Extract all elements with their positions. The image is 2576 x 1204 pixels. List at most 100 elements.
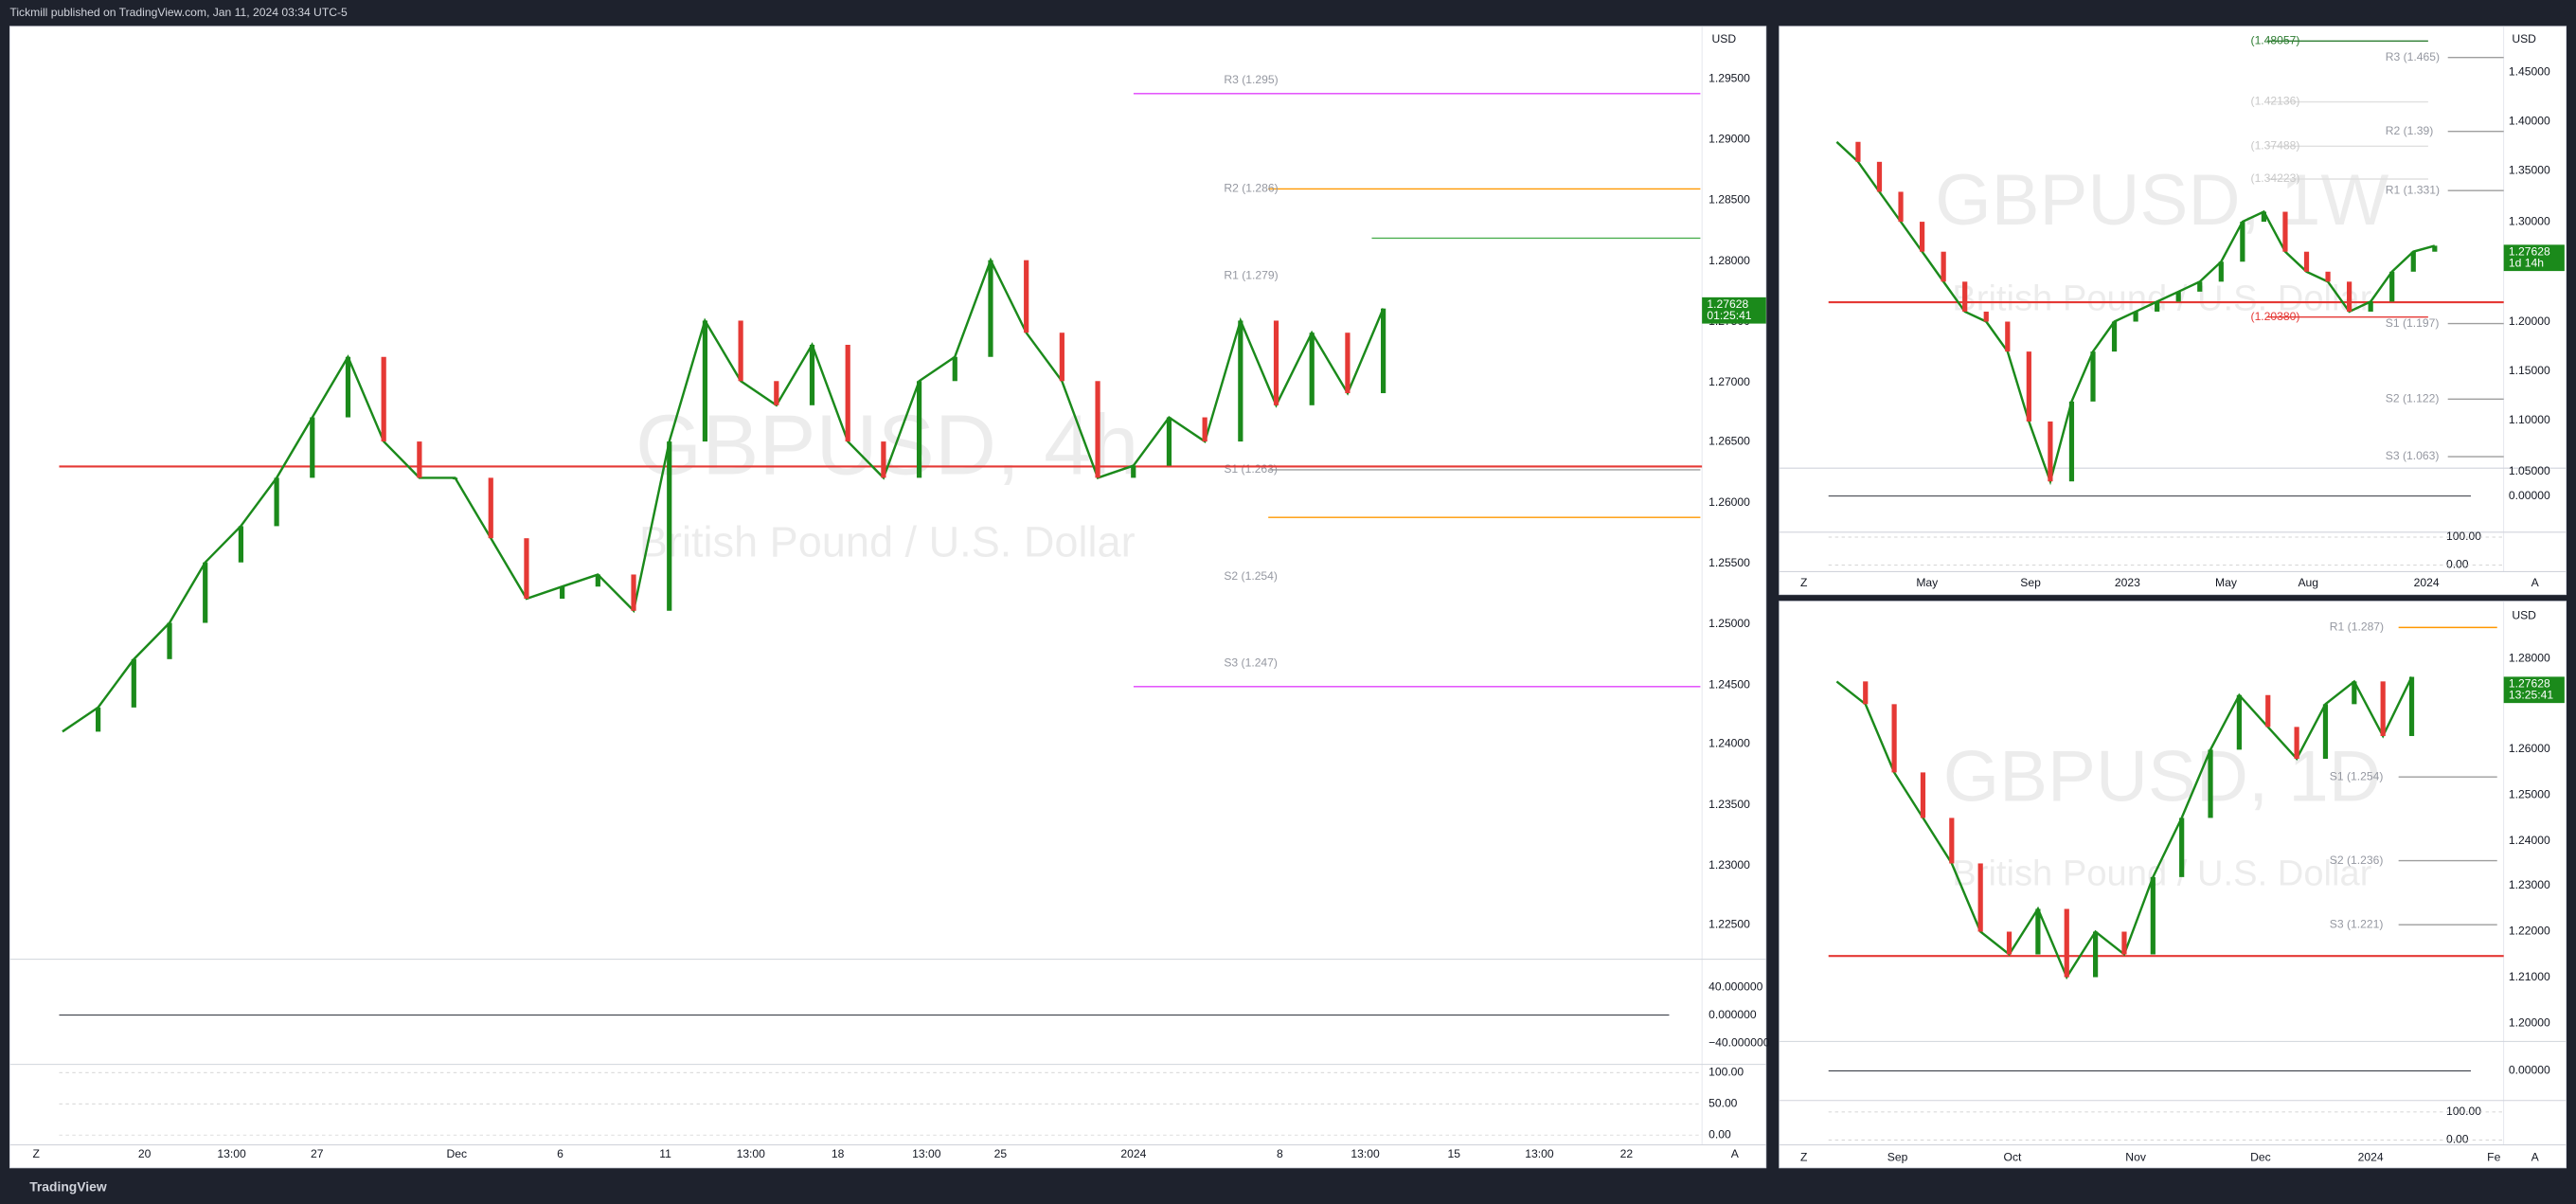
stochastic-axis-label: 100.00	[2446, 1105, 2481, 1118]
tradingview-logo[interactable]: TradingView	[29, 1178, 107, 1194]
time-axis-label: 25	[994, 1147, 1008, 1160]
candle	[1166, 417, 1172, 466]
axis-button[interactable]: Z	[1800, 576, 1808, 589]
price-axis-label: 1.23000	[1708, 858, 1750, 872]
candle	[167, 622, 172, 659]
price-axis-label: 1.27000	[1708, 375, 1750, 388]
candle	[1919, 222, 1925, 252]
pivot-label: S3 (1.221)	[2330, 917, 2384, 930]
pivot-label: S3 (1.247)	[1224, 656, 1278, 670]
time-axis-label: 13:00	[912, 1147, 941, 1160]
currency-label: USD	[2512, 608, 2536, 621]
candle	[2093, 931, 2099, 978]
candle	[1855, 141, 1861, 162]
price-axis-label: 1.24500	[1708, 677, 1750, 691]
candle	[988, 260, 993, 357]
axis-button[interactable]: Z	[32, 1147, 40, 1160]
axis-button[interactable]: A	[2531, 576, 2540, 589]
oscillator-axis-label: 0.00000	[2509, 1064, 2550, 1077]
candle	[2294, 727, 2299, 759]
price-tag	[1702, 297, 1766, 324]
price-axis-label: 1.25000	[1708, 617, 1750, 630]
time-axis-label: Oct	[2004, 1151, 2022, 1164]
price-axis-label: 1.29000	[1708, 133, 1750, 146]
oscillator-axis-label: 40.000000	[1708, 979, 1763, 993]
oscillator-axis-label: 0.00000	[2509, 489, 2550, 502]
price-axis-label: 1.22500	[1708, 917, 1750, 930]
time-axis-label: 27	[311, 1147, 324, 1160]
time-axis-label: 13:00	[217, 1147, 246, 1160]
candle	[1949, 818, 1955, 864]
candle	[2303, 251, 2310, 272]
candle	[809, 344, 815, 405]
price-tag-value: 1.27628	[2509, 676, 2550, 690]
candle	[2432, 245, 2438, 252]
pivot-label: S2 (1.254)	[1224, 569, 1278, 583]
candle	[96, 707, 101, 732]
axis-button[interactable]: Z	[1800, 1151, 1808, 1164]
candle	[2380, 681, 2386, 736]
candle	[2035, 908, 2041, 955]
price-tag	[2503, 676, 2565, 704]
price-axis-label: 1.15000	[2509, 364, 2550, 377]
price-axis-label: 1.26000	[2509, 742, 2550, 755]
pivot-label: R1 (1.279)	[1224, 269, 1278, 282]
pivot-label: R3 (1.295)	[1224, 73, 1278, 86]
candle	[381, 356, 386, 442]
candle	[2121, 931, 2127, 955]
candle	[1920, 772, 1926, 818]
price-tag-countdown: 13:25:41	[2509, 689, 2553, 702]
time-axis-label: 13:00	[737, 1147, 766, 1160]
candle	[2208, 749, 2213, 818]
candle	[2352, 681, 2357, 705]
price-axis-label: 1.24000	[2509, 834, 2550, 847]
candle	[2111, 321, 2118, 352]
candle	[2048, 421, 2053, 482]
pivot-label: R2 (1.286)	[1224, 182, 1278, 195]
candle	[1202, 417, 1208, 442]
axis-button[interactable]: A	[1731, 1147, 1740, 1160]
candle	[702, 320, 708, 442]
candle	[2005, 321, 2011, 352]
pivot-label: R3 (1.465)	[2386, 50, 2440, 63]
currency-label: USD	[2512, 32, 2536, 45]
candle	[1898, 191, 1904, 223]
candle	[1863, 681, 1869, 705]
price-tag-value: 1.27628	[2509, 244, 2550, 258]
candle	[2064, 908, 2069, 978]
price-axis-label: 1.26000	[1708, 495, 1750, 509]
pivot-label: R2 (1.39)	[2386, 124, 2434, 137]
candle	[2068, 401, 2075, 482]
time-axis-label: 13:00	[1351, 1147, 1380, 1160]
price-axis-label: 1.45000	[2509, 64, 2550, 78]
pivot-label: S2 (1.236)	[2330, 854, 2384, 867]
candle	[1345, 332, 1351, 394]
candle	[2389, 271, 2395, 302]
price-axis-label: 1.35000	[2509, 164, 2550, 177]
candle	[952, 356, 957, 382]
pivot-label: S2 (1.122)	[2386, 392, 2440, 405]
time-axis-label: 22	[1620, 1147, 1634, 1160]
candle	[560, 586, 565, 599]
price-axis-label: 1.25500	[1708, 556, 1750, 569]
time-axis-label: Aug	[2298, 576, 2318, 589]
candle	[1095, 381, 1100, 478]
time-axis-label: 2024	[1120, 1147, 1146, 1160]
stochastic-axis-label: 100.00	[2446, 530, 2481, 543]
watermark-symbol: GBPUSD, 4h	[635, 398, 1138, 494]
candle	[2261, 211, 2267, 223]
candle	[2133, 311, 2138, 322]
time-axis-label: Nov	[2125, 1151, 2147, 1164]
candle	[2090, 351, 2096, 402]
candle	[1131, 465, 1136, 478]
candle	[238, 526, 243, 563]
candle	[1238, 320, 1243, 442]
axis-button[interactable]: A	[2531, 1151, 2540, 1164]
pivot-label: S1 (1.197)	[2386, 316, 2440, 330]
time-axis-label: Dec	[446, 1147, 467, 1160]
price-tag-value: 1.27628	[1707, 297, 1748, 311]
pivot-label: R1 (1.287)	[2330, 620, 2384, 634]
candle	[2265, 694, 2271, 728]
